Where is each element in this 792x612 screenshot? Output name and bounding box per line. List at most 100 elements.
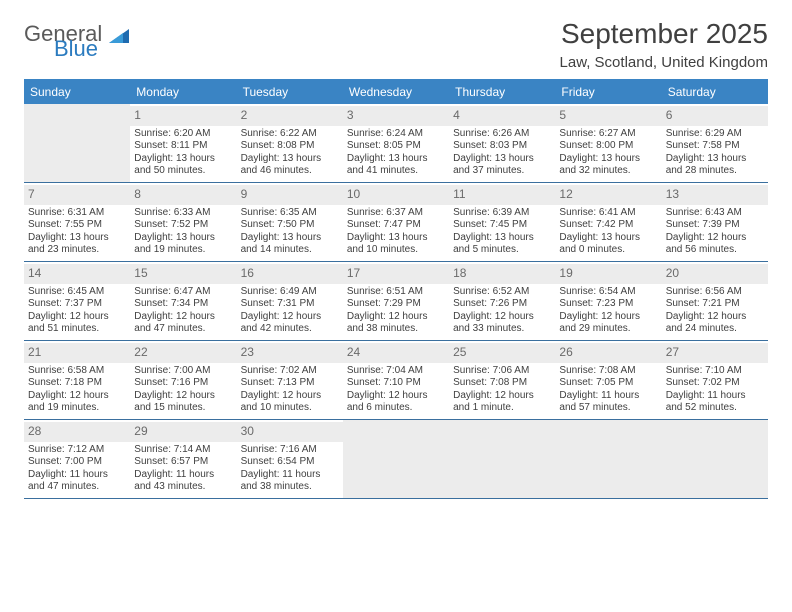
day-cell [24, 104, 130, 182]
sunrise-text: Sunrise: 6:41 AM [559, 207, 657, 220]
day-cell [449, 420, 555, 498]
day-number: 10 [347, 187, 360, 201]
day-cell: 3Sunrise: 6:24 AMSunset: 8:05 PMDaylight… [343, 104, 449, 182]
sunset-text: Sunset: 7:31 PM [241, 298, 339, 311]
day-number-row: 18 [449, 264, 555, 284]
daylight-text: Daylight: 11 hours and 52 minutes. [666, 390, 764, 415]
day-number-row: 24 [343, 343, 449, 363]
day-number: 3 [347, 108, 354, 122]
day-number-row: 8 [130, 185, 236, 205]
day-cell: 22Sunrise: 7:00 AMSunset: 7:16 PMDayligh… [130, 341, 236, 419]
sunset-text: Sunset: 7:00 PM [28, 456, 126, 469]
day-number: 7 [28, 187, 35, 201]
day-number-row: 28 [24, 422, 130, 442]
day-number-row: 10 [343, 185, 449, 205]
sunset-text: Sunset: 8:03 PM [453, 140, 551, 153]
sunrise-text: Sunrise: 6:52 AM [453, 286, 551, 299]
day-number: 25 [453, 345, 466, 359]
daylight-text: Daylight: 12 hours and 1 minute. [453, 390, 551, 415]
header: General Blue September 2025 Law, Scotlan… [24, 18, 768, 71]
day-cell: 30Sunrise: 7:16 AMSunset: 6:54 PMDayligh… [237, 420, 343, 498]
day-number-row: 6 [662, 106, 768, 126]
day-cell: 11Sunrise: 6:39 AMSunset: 7:45 PMDayligh… [449, 183, 555, 261]
day-number: 12 [559, 187, 572, 201]
daylight-text: Daylight: 12 hours and 24 minutes. [666, 311, 764, 336]
day-cell: 12Sunrise: 6:41 AMSunset: 7:42 PMDayligh… [555, 183, 661, 261]
weekday-header-row: Sunday Monday Tuesday Wednesday Thursday… [24, 81, 768, 104]
day-number-row: 2 [237, 106, 343, 126]
daylight-text: Daylight: 13 hours and 41 minutes. [347, 153, 445, 178]
day-number: 26 [559, 345, 572, 359]
logo: General Blue [24, 18, 129, 60]
daylight-text: Daylight: 12 hours and 38 minutes. [347, 311, 445, 336]
week-row: 28Sunrise: 7:12 AMSunset: 7:00 PMDayligh… [24, 420, 768, 499]
day-number: 21 [28, 345, 41, 359]
sunrise-text: Sunrise: 7:16 AM [241, 444, 339, 457]
sunrise-text: Sunrise: 7:12 AM [28, 444, 126, 457]
day-cell [555, 420, 661, 498]
day-number: 17 [347, 266, 360, 280]
sunset-text: Sunset: 8:11 PM [134, 140, 232, 153]
day-number: 14 [28, 266, 41, 280]
day-number-row: 9 [237, 185, 343, 205]
sunrise-text: Sunrise: 6:54 AM [559, 286, 657, 299]
sunrise-text: Sunrise: 6:22 AM [241, 128, 339, 141]
daylight-text: Daylight: 12 hours and 29 minutes. [559, 311, 657, 336]
sunrise-text: Sunrise: 6:29 AM [666, 128, 764, 141]
day-number: 18 [453, 266, 466, 280]
sunset-text: Sunset: 7:10 PM [347, 377, 445, 390]
sunrise-text: Sunrise: 6:37 AM [347, 207, 445, 220]
daylight-text: Daylight: 12 hours and 10 minutes. [241, 390, 339, 415]
day-cell: 2Sunrise: 6:22 AMSunset: 8:08 PMDaylight… [237, 104, 343, 182]
day-cell: 21Sunrise: 6:58 AMSunset: 7:18 PMDayligh… [24, 341, 130, 419]
day-number-row: 13 [662, 185, 768, 205]
day-number-row: 26 [555, 343, 661, 363]
weekday-header: Saturday [662, 81, 768, 104]
day-cell: 23Sunrise: 7:02 AMSunset: 7:13 PMDayligh… [237, 341, 343, 419]
sunrise-text: Sunrise: 6:33 AM [134, 207, 232, 220]
day-number-row: 29 [130, 422, 236, 442]
sunrise-text: Sunrise: 7:14 AM [134, 444, 232, 457]
sunrise-text: Sunrise: 6:24 AM [347, 128, 445, 141]
sunset-text: Sunset: 7:34 PM [134, 298, 232, 311]
day-number-row: 15 [130, 264, 236, 284]
title-block: September 2025 Law, Scotland, United Kin… [560, 18, 768, 71]
day-cell: 18Sunrise: 6:52 AMSunset: 7:26 PMDayligh… [449, 262, 555, 340]
sunset-text: Sunset: 7:16 PM [134, 377, 232, 390]
sunrise-text: Sunrise: 6:49 AM [241, 286, 339, 299]
sunset-text: Sunset: 7:55 PM [28, 219, 126, 232]
month-title: September 2025 [560, 18, 768, 50]
sunset-text: Sunset: 8:00 PM [559, 140, 657, 153]
sunset-text: Sunset: 7:08 PM [453, 377, 551, 390]
day-number-row: 20 [662, 264, 768, 284]
day-cell: 4Sunrise: 6:26 AMSunset: 8:03 PMDaylight… [449, 104, 555, 182]
sunrise-text: Sunrise: 7:08 AM [559, 365, 657, 378]
daylight-text: Daylight: 13 hours and 32 minutes. [559, 153, 657, 178]
day-number-row: 16 [237, 264, 343, 284]
day-number: 23 [241, 345, 254, 359]
sunset-text: Sunset: 7:50 PM [241, 219, 339, 232]
location: Law, Scotland, United Kingdom [560, 54, 768, 71]
sunset-text: Sunset: 7:47 PM [347, 219, 445, 232]
day-number: 24 [347, 345, 360, 359]
day-number-row: 3 [343, 106, 449, 126]
sunrise-text: Sunrise: 6:27 AM [559, 128, 657, 141]
day-cell: 26Sunrise: 7:08 AMSunset: 7:05 PMDayligh… [555, 341, 661, 419]
day-number: 13 [666, 187, 679, 201]
sunrise-text: Sunrise: 6:45 AM [28, 286, 126, 299]
daylight-text: Daylight: 12 hours and 19 minutes. [28, 390, 126, 415]
sunset-text: Sunset: 8:08 PM [241, 140, 339, 153]
day-cell: 1Sunrise: 6:20 AMSunset: 8:11 PMDaylight… [130, 104, 236, 182]
sunrise-text: Sunrise: 6:20 AM [134, 128, 232, 141]
day-number: 15 [134, 266, 147, 280]
daylight-text: Daylight: 13 hours and 23 minutes. [28, 232, 126, 257]
sunrise-text: Sunrise: 6:47 AM [134, 286, 232, 299]
day-cell: 28Sunrise: 7:12 AMSunset: 7:00 PMDayligh… [24, 420, 130, 498]
daylight-text: Daylight: 13 hours and 5 minutes. [453, 232, 551, 257]
sunrise-text: Sunrise: 7:04 AM [347, 365, 445, 378]
day-number-row: 25 [449, 343, 555, 363]
sunrise-text: Sunrise: 6:43 AM [666, 207, 764, 220]
day-cell: 5Sunrise: 6:27 AMSunset: 8:00 PMDaylight… [555, 104, 661, 182]
day-number-row: 11 [449, 185, 555, 205]
day-cell: 29Sunrise: 7:14 AMSunset: 6:57 PMDayligh… [130, 420, 236, 498]
